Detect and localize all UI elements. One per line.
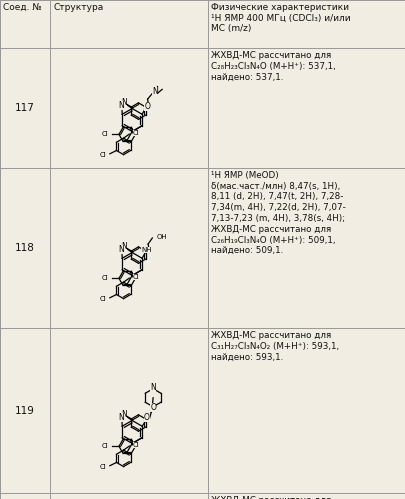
Text: OH: OH: [156, 234, 167, 240]
Text: Соед. №: Соед. №: [3, 3, 42, 12]
Text: ЖХВД-МС рассчитано для
C₃₁H₂₈Cl₃N₅O (М+Н⁺): 592,1,
найдено: 592,1.: ЖХВД-МС рассчитано для C₃₁H₂₈Cl₃N₅O (М+Н…: [211, 496, 335, 499]
Text: 117: 117: [15, 103, 35, 113]
Bar: [50, 493, 208, 499]
Bar: [0, 0, 50, 48]
Text: N: N: [122, 243, 127, 251]
Bar: [50, 48, 208, 168]
Text: Cl: Cl: [100, 152, 107, 158]
Bar: [208, 0, 405, 48]
Text: Cl: Cl: [100, 295, 107, 301]
Text: Cl: Cl: [102, 443, 108, 449]
Bar: [50, 0, 208, 48]
Text: Структура: Структура: [53, 3, 103, 12]
Bar: [208, 328, 405, 493]
Bar: [0, 168, 50, 328]
Bar: [0, 493, 50, 499]
Text: Cl: Cl: [102, 275, 108, 281]
Bar: [0, 328, 50, 493]
Text: Cl: Cl: [100, 464, 107, 470]
Bar: [208, 48, 405, 168]
Text: Физические характеристики
¹H ЯМР 400 МГц (CDCl₃) и/или
МС (m/z): Физические характеристики ¹H ЯМР 400 МГц…: [211, 3, 351, 33]
Text: O: O: [150, 403, 156, 412]
Text: O: O: [144, 102, 150, 111]
Text: N: N: [118, 413, 124, 422]
Text: 118: 118: [15, 243, 35, 253]
Text: N: N: [150, 383, 156, 392]
Text: Cl: Cl: [102, 131, 108, 137]
Bar: [50, 168, 208, 328]
Text: ЖХВД-МС рассчитано для
C₂₈H₂₃Cl₃N₄O (М+Н⁺): 537,1,
найдено: 537,1.: ЖХВД-МС рассчитано для C₂₈H₂₃Cl₃N₄O (М+Н…: [211, 51, 336, 81]
Text: NH: NH: [141, 247, 151, 253]
Text: Cl: Cl: [132, 274, 139, 280]
Text: N: N: [118, 245, 124, 254]
Text: 119: 119: [15, 406, 35, 416]
Bar: [208, 168, 405, 328]
Bar: [208, 493, 405, 499]
Text: Cl: Cl: [132, 442, 139, 448]
Text: N: N: [122, 410, 127, 419]
Text: ЖХВД-МС рассчитано для
C₃₁H₂₇Cl₃N₄O₂ (М+Н⁺): 593,1,
найдено: 593,1.: ЖХВД-МС рассчитано для C₃₁H₂₇Cl₃N₄O₂ (М+…: [211, 331, 339, 361]
Text: ¹H ЯМР (MeOD)
δ(мас.част./млн) 8,47(s, 1H),
8,11 (d, 2H), 7,47(t, 2H), 7,28-
7,3: ¹H ЯМР (MeOD) δ(мас.част./млн) 8,47(s, 1…: [211, 171, 346, 255]
Bar: [50, 328, 208, 493]
Text: Cl: Cl: [132, 130, 139, 136]
Text: N: N: [153, 87, 158, 96]
Text: N: N: [118, 101, 124, 110]
Bar: [0, 48, 50, 168]
Text: N: N: [122, 98, 127, 107]
Text: O: O: [144, 413, 150, 422]
